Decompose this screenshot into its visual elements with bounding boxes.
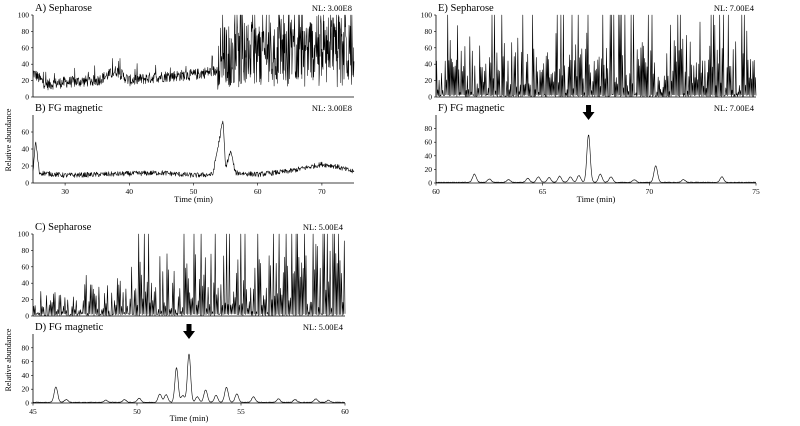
trace-F — [436, 134, 757, 183]
y-tick-label: 80 — [22, 246, 30, 255]
y-tick-label: 0 — [25, 93, 29, 102]
chart-group-top-left: 0 20 40 60 80 100 A) Sepharose NL: 3.00E8 0 20 40 6… — [4, 3, 355, 204]
y-tick-label: 40 — [22, 145, 30, 154]
y-tick-label: 20 — [425, 165, 433, 174]
trace-C — [32, 233, 346, 317]
y-tick-label: 100 — [18, 11, 30, 20]
x-axis-label: Time (min) — [170, 413, 209, 423]
y-tick-label: 80 — [22, 27, 30, 36]
panel-nl-C: NL: 5.00E4 — [303, 222, 344, 232]
y-tick-label: 40 — [22, 279, 30, 288]
panel-title-F: F) FG magnetic — [438, 103, 505, 114]
x-tick-label: 75 — [752, 187, 760, 196]
x-tick-label: 45 — [29, 407, 37, 416]
panel-title-E: E) Sepharose — [438, 3, 494, 14]
x-tick-label: 50 — [190, 187, 198, 196]
y-tick-label: 60 — [425, 43, 433, 52]
y-tick-label: 80 — [22, 343, 30, 352]
panel-B: 0 20 40 60 B) FG magnetic NL: 3.00E8 — [22, 103, 355, 188]
x-axis-label: Time (min) — [174, 194, 213, 204]
y-tick-label: 20 — [22, 295, 30, 304]
x-tick-label: 70 — [318, 187, 326, 196]
y-tick-label: 60 — [22, 128, 30, 137]
y-tick-label: 40 — [22, 60, 30, 69]
y-tick-label: 0 — [428, 179, 432, 188]
x-tick-label: 30 — [61, 187, 69, 196]
x-tick-label: 50 — [133, 407, 141, 416]
x-tick-label: 55 — [237, 407, 245, 416]
panel-C: 0 20 40 60 80 100 C) Sepharose NL: 5.00E4 — [18, 222, 346, 321]
x-axis-label: Time (min) — [577, 194, 616, 204]
peak-arrow-F — [582, 105, 595, 120]
panel-nl-E: NL: 7.00E4 — [714, 3, 755, 13]
x-tick-label: 65 — [539, 187, 547, 196]
y-tick-label: 40 — [22, 371, 30, 380]
trace-A — [32, 14, 355, 91]
peak-arrow-D — [183, 324, 195, 339]
panel-title-A: A) Sepharose — [35, 3, 92, 14]
panel-nl-F: NL: 7.00E4 — [714, 103, 755, 113]
y-tick-label: 20 — [22, 162, 30, 171]
panel-nl-D: NL: 5.00E4 — [303, 322, 344, 332]
y-axis-label: Relative abundance — [4, 328, 13, 391]
panel-F: 0 20 40 60 80 F) FG magnetic NL: 7.00E4 — [425, 103, 757, 188]
y-tick-label: 40 — [425, 151, 433, 160]
y-tick-label: 0 — [25, 399, 29, 408]
panel-title-D: D) FG magnetic — [35, 322, 104, 333]
y-tick-label: 80 — [425, 27, 433, 36]
y-tick-label: 100 — [421, 11, 433, 20]
panel-A: 0 20 40 60 80 100 A) Sepharose NL: 3.00E8 — [18, 3, 355, 102]
chart-group-right: 0 20 40 60 80 100 E) Sepharose NL: 7.00E4 0 20 40 6… — [421, 3, 760, 204]
panel-E: 0 20 40 60 80 100 E) Sepharose NL: 7.00E4 — [421, 3, 757, 102]
y-tick-label: 100 — [18, 230, 30, 239]
x-tick-label: 70 — [646, 187, 654, 196]
y-tick-label: 0 — [25, 179, 29, 188]
y-tick-label: 60 — [22, 262, 30, 271]
panel-nl-B: NL: 3.00E8 — [312, 103, 352, 113]
y-axis-label: Relative abundance — [4, 108, 13, 171]
y-tick-label: 0 — [428, 93, 432, 102]
y-tick-label: 60 — [22, 357, 30, 366]
y-tick-label: 20 — [22, 76, 30, 85]
y-tick-label: 80 — [425, 124, 433, 133]
x-tick-label: 60 — [432, 187, 440, 196]
panel-D: 0 20 40 60 80 D) FG magnetic NL: 5.00E4 — [22, 322, 346, 408]
chart-group-bottom-left: 0 20 40 60 80 100 C) Sepharose NL: 5.00E4 0 20 40 6… — [4, 222, 349, 423]
panel-nl-A: NL: 3.00E8 — [312, 3, 352, 13]
y-tick-label: 60 — [425, 138, 433, 147]
y-tick-label: 20 — [22, 385, 30, 394]
y-tick-label: 20 — [425, 76, 433, 85]
x-tick-label: 40 — [126, 187, 134, 196]
panel-title-B: B) FG magnetic — [35, 103, 103, 114]
x-tick-label: 60 — [254, 187, 262, 196]
trace-D — [33, 353, 346, 403]
y-tick-label: 0 — [25, 312, 29, 321]
x-tick-label: 60 — [341, 407, 349, 416]
panel-title-C: C) Sepharose — [35, 222, 92, 233]
y-tick-label: 40 — [425, 60, 433, 69]
trace-B — [32, 120, 355, 178]
y-tick-label: 60 — [22, 43, 30, 52]
trace-E — [435, 14, 757, 98]
